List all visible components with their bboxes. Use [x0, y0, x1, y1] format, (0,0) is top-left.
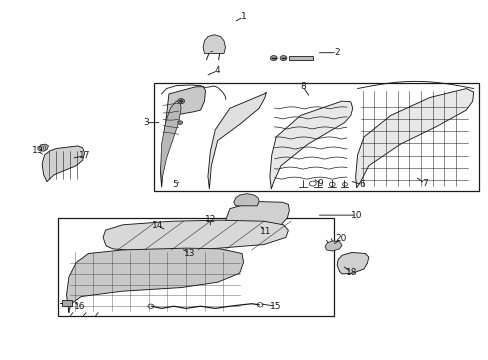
- Circle shape: [280, 55, 286, 60]
- Text: 6: 6: [359, 180, 365, 189]
- Text: 10: 10: [350, 211, 362, 220]
- Polygon shape: [233, 194, 259, 206]
- Text: 1: 1: [240, 12, 246, 21]
- Text: 12: 12: [204, 215, 216, 224]
- Text: 4: 4: [214, 66, 220, 75]
- Polygon shape: [203, 35, 225, 53]
- Polygon shape: [325, 241, 341, 251]
- Text: 7: 7: [421, 179, 427, 188]
- Text: 5: 5: [172, 180, 178, 189]
- Circle shape: [177, 121, 182, 125]
- Polygon shape: [269, 101, 352, 189]
- Polygon shape: [207, 92, 266, 189]
- Text: 8: 8: [300, 82, 305, 91]
- Polygon shape: [42, 146, 84, 182]
- Text: 15: 15: [270, 302, 282, 311]
- Text: 19: 19: [31, 146, 43, 155]
- Circle shape: [270, 55, 277, 60]
- Text: 3: 3: [143, 118, 148, 127]
- Text: 20: 20: [335, 234, 346, 243]
- Text: 14: 14: [152, 221, 163, 230]
- Polygon shape: [103, 220, 288, 252]
- Circle shape: [179, 100, 182, 102]
- Text: 2: 2: [334, 48, 339, 57]
- Polygon shape: [39, 144, 48, 151]
- Polygon shape: [160, 101, 181, 187]
- Bar: [58, 218, 333, 316]
- Polygon shape: [355, 89, 473, 188]
- Text: 17: 17: [79, 151, 90, 160]
- Text: 18: 18: [346, 268, 357, 277]
- Polygon shape: [224, 202, 289, 241]
- Bar: [289, 56, 312, 59]
- Text: 16: 16: [74, 302, 85, 311]
- Polygon shape: [160, 87, 205, 187]
- Text: 11: 11: [259, 227, 271, 236]
- Text: 9: 9: [317, 179, 322, 188]
- Polygon shape: [336, 252, 368, 274]
- Bar: [61, 300, 72, 306]
- Bar: [154, 83, 478, 191]
- Circle shape: [177, 99, 184, 104]
- Text: 13: 13: [184, 249, 195, 258]
- Polygon shape: [66, 248, 243, 313]
